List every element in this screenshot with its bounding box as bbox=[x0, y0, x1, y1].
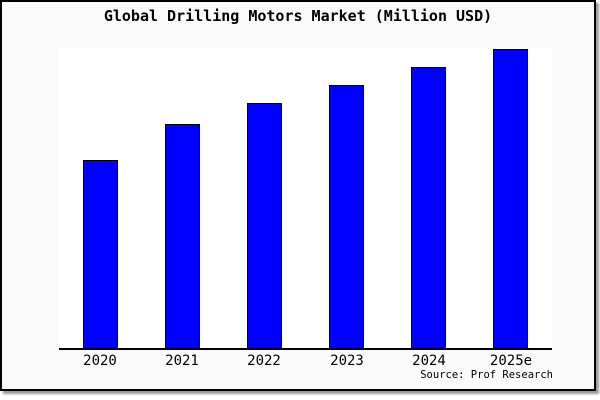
bar-2024 bbox=[411, 67, 446, 348]
x-tick-label-2022: 2022 bbox=[247, 353, 281, 369]
x-tick-label-2024: 2024 bbox=[412, 353, 446, 369]
bar-2020 bbox=[83, 160, 118, 348]
plot-area bbox=[59, 48, 552, 350]
chart-frame: Global Drilling Motors Market (Million U… bbox=[0, 0, 596, 391]
source-attribution: Source: Prof Research bbox=[420, 369, 553, 381]
x-tick-label-2025e: 2025e bbox=[489, 353, 533, 369]
bar-2023 bbox=[329, 85, 364, 348]
bar-2022 bbox=[247, 103, 282, 348]
x-tick-label-2020: 2020 bbox=[83, 353, 117, 369]
bar-2025e bbox=[493, 49, 528, 348]
chart-title: Global Drilling Motors Market (Million U… bbox=[103, 7, 493, 25]
x-tick-label-2023: 2023 bbox=[330, 353, 364, 369]
bar-2021 bbox=[165, 124, 200, 348]
x-tick-label-2021: 2021 bbox=[165, 353, 199, 369]
x-axis-labels: 2020 2021 2022 2023 2024 2025e bbox=[59, 353, 552, 369]
